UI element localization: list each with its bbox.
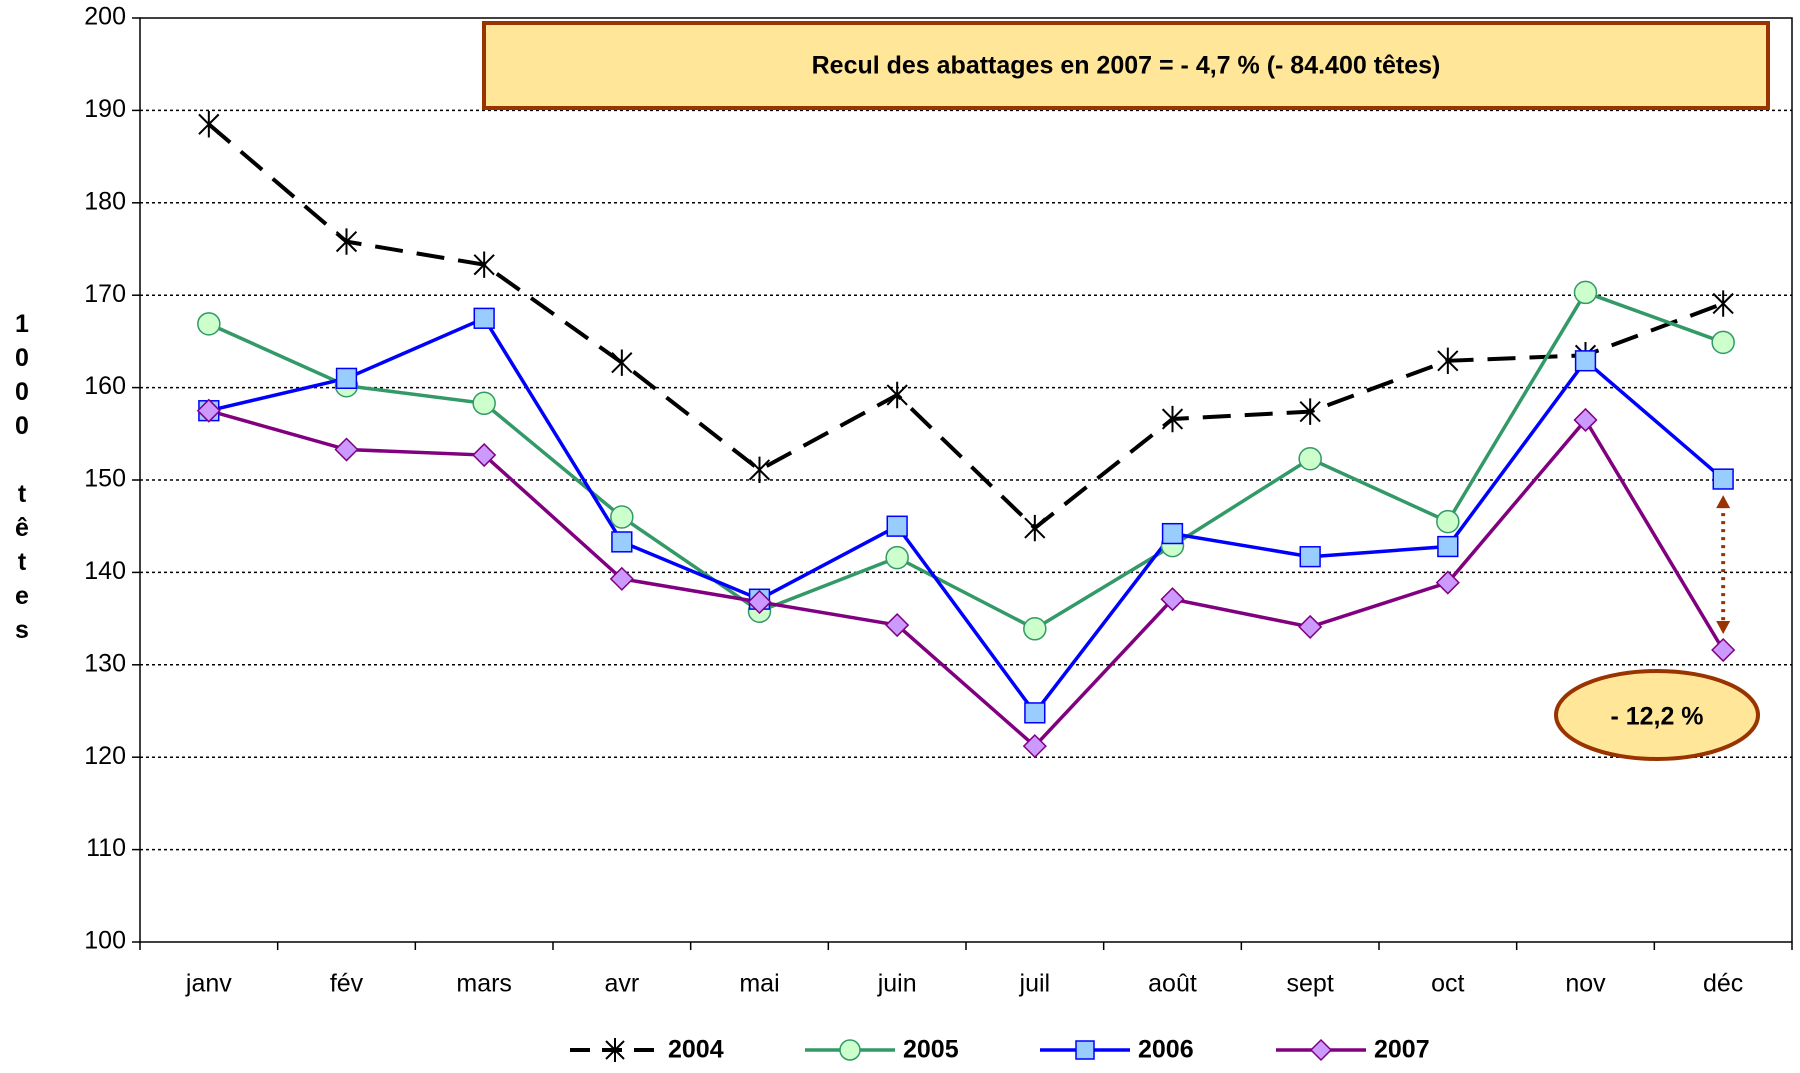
marker [1573,280,1598,305]
marker [334,437,359,462]
marker [1023,617,1047,641]
marker [1161,522,1184,545]
x-tick-label: fév [330,970,364,998]
legend-label: 2007 [1374,1036,1430,1064]
y-tick-label: 100 [84,927,126,955]
legend-label: 2005 [903,1036,959,1064]
marker [610,505,634,529]
marker [1024,702,1046,724]
marker [1298,614,1323,639]
x-tick-label: sept [1287,970,1334,998]
marker [611,349,633,376]
legend-label: 2006 [1138,1036,1194,1064]
marker [473,307,495,329]
marker [886,381,908,409]
marker [747,589,772,615]
marker [886,515,908,537]
x-tick-label: mai [739,970,779,998]
y-tick-label: 180 [84,187,126,215]
y-tick-label: 140 [84,557,126,585]
annotation: - 12,2 % [1610,703,1703,731]
marker [473,251,495,278]
marker [885,613,910,638]
legend-label: 2004 [668,1036,724,1064]
marker [1299,546,1321,568]
annotation-box [482,21,1770,110]
marker [1024,514,1046,542]
marker [1712,290,1734,317]
series-line [207,122,1724,531]
marker [1711,637,1736,663]
marker [1436,509,1460,534]
arrow-head [1716,495,1731,509]
x-tick-label: août [1148,970,1197,998]
marker [609,566,634,591]
marker [196,398,221,423]
y-tick-label: 160 [84,372,126,400]
x-tick-label: juil [1019,970,1051,998]
x-tick-label: déc [1703,970,1743,998]
marker [611,531,633,553]
marker [1437,535,1459,558]
marker [1161,405,1184,433]
arrow-head [1716,621,1731,635]
x-tick-label: oct [1431,970,1464,998]
marker [335,228,358,255]
marker [839,1039,861,1061]
y-tick-label: 120 [84,742,126,770]
annotation: Recul des abattages en 2007 = - 4,7 % (-… [812,52,1441,80]
y-tick-label: 130 [84,649,126,677]
series-line [208,409,1725,749]
x-tick-label: nov [1565,970,1606,998]
x-tick-label: avr [604,970,639,998]
marker [1574,350,1597,372]
marker [198,111,220,138]
marker [1022,734,1047,759]
marker [1573,407,1598,433]
marker [1437,347,1459,375]
y-tick-label: 170 [84,280,126,308]
series-line [208,290,1724,631]
marker [1299,398,1321,425]
marker [1309,1038,1333,1062]
x-tick-label: janv [185,970,232,998]
marker [1435,570,1460,595]
annotation-ellipse [1554,669,1760,761]
marker [1711,330,1735,355]
marker [748,456,771,484]
marker [335,367,358,390]
x-tick-label: mars [456,970,512,998]
marker [472,442,497,468]
x-tick-label: juin [877,970,917,998]
marker [1712,468,1734,490]
y-tick-label: 190 [84,95,126,123]
marker [472,391,496,416]
y-tick-label: 150 [84,465,126,493]
y-tick-label: 110 [86,834,126,862]
marker [197,312,221,336]
y-axis-label: 1000 têtes [8,310,36,650]
marker [1298,446,1322,471]
marker [1075,1040,1095,1060]
y-tick-label: 200 [84,3,126,31]
series-line [208,316,1725,716]
marker [1160,587,1185,612]
marker [885,545,909,570]
marker [605,1038,625,1062]
